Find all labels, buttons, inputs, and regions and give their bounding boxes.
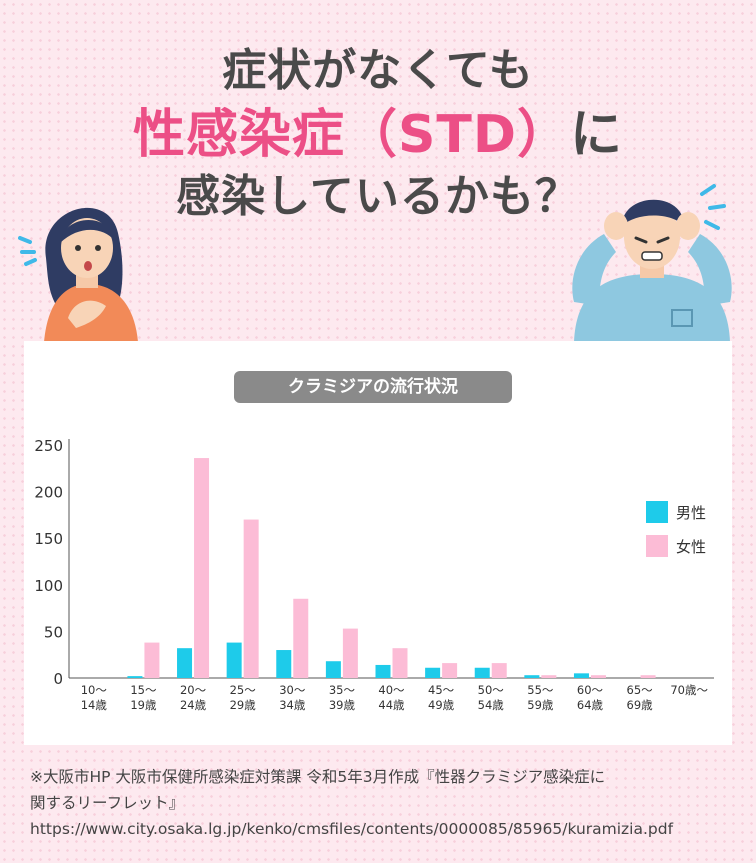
x-tick-label-sub: 14歳 [81,698,108,712]
legend-label-male: 男性 [676,504,706,522]
x-tick-label-sub: 29歳 [230,698,257,712]
bar-male-7 [425,667,441,678]
headline-line-2-suffix: に [570,105,624,165]
headline-line-1: 症状がなくても [222,45,534,96]
chart-title: クラミジアの流行状況 [234,371,512,403]
x-tick-label-sub: 64歳 [577,698,604,712]
bar-female-8 [491,663,507,678]
x-tick-label: 20～ [180,683,207,697]
x-tick-label: 45～ [428,683,455,697]
x-tick-label-sub: 34歳 [279,698,306,712]
bar-male-2 [177,648,193,678]
x-tick-label: 60～ [577,683,604,697]
x-tick-label: 25～ [230,683,257,697]
x-tick-label: 15～ [130,683,157,697]
chart-plot: 0 50 100 150 200 250 10～14歳 15～19歳 20～24歳 25～29歳… [34,437,714,712]
chart-panel: 0 50 100 150 200 250 10～ 14歳 15～ 19歳 20～ 24歳 25～ 29歳… [24,341,732,745]
legend-label-female: 女性 [676,538,706,556]
x-tick-label-sub: 59歳 [527,698,554,712]
x-tick-label-sub: 54歳 [478,698,505,712]
x-tick-label: 10～ [81,683,108,697]
x-tick-label-sub: 44歳 [378,698,405,712]
bar-male-5 [325,661,341,678]
bar-female-6 [392,648,408,678]
y-tick-label: 250 [34,437,63,455]
y-tick-label: 0 [53,670,63,688]
source-citation: ※大阪市HP 大阪市保健所感染症対策課 令和5年3月作成『性器クラミジア感染症に… [30,764,730,842]
bar-male-1 [127,676,143,678]
bar-male-9 [524,675,540,678]
bar-female-10 [590,675,606,678]
bar-female-4 [293,598,309,678]
bar-female-3 [243,519,259,678]
worried-woman-illustration [18,207,138,342]
x-tick-label-sub: 39歳 [329,698,356,712]
x-tick-label: 35～ [329,683,356,697]
headline-line-2: 性感染症（STD）に [0,92,756,167]
y-tick-label: 50 [44,623,63,641]
source-line-1: ※大阪市HP 大阪市保健所感染症対策課 令和5年3月作成『性器クラミジア感染症に [30,768,606,786]
bar-female-11 [640,675,656,678]
bar-female-5 [342,628,358,678]
y-tick-label: 150 [34,530,63,548]
bar-female-9 [541,675,557,678]
x-tick-label: 50～ [478,683,505,697]
x-tick-label-sub: 19歳 [130,698,157,712]
legend-swatch-male [646,501,668,523]
x-tick-label-sub: 24歳 [180,698,207,712]
bar-male-8 [474,667,490,678]
headline-std: 性感染症（STD） [132,105,571,165]
headline-line-3: 感染しているかも？ [176,171,580,222]
x-tick-label: 55～ [527,683,554,697]
bar-male-10 [573,673,589,678]
bar-male-4 [276,650,292,678]
bar-female-2 [194,458,210,678]
y-tick-label: 100 [34,577,63,595]
worried-man-illustration [572,184,732,342]
x-tick-label: 65～ [627,683,654,697]
x-tick-label: 30～ [279,683,306,697]
source-url: https://www.city.osaka.lg.jp/kenko/cmsfi… [30,820,674,838]
bar-male-6 [375,664,391,678]
bar-male-3 [226,642,242,678]
bar-female-1 [144,642,160,678]
source-line-2: 関するリーフレット』 [30,794,185,812]
x-tick-label-sub: 69歳 [627,698,654,712]
x-tick-label: 40～ [378,683,405,697]
bar-female-7 [442,663,458,678]
x-tick-label: 70歳～ [670,683,708,697]
legend-swatch-female [646,535,668,557]
x-tick-label-sub: 49歳 [428,698,455,712]
y-tick-label: 200 [34,484,63,502]
